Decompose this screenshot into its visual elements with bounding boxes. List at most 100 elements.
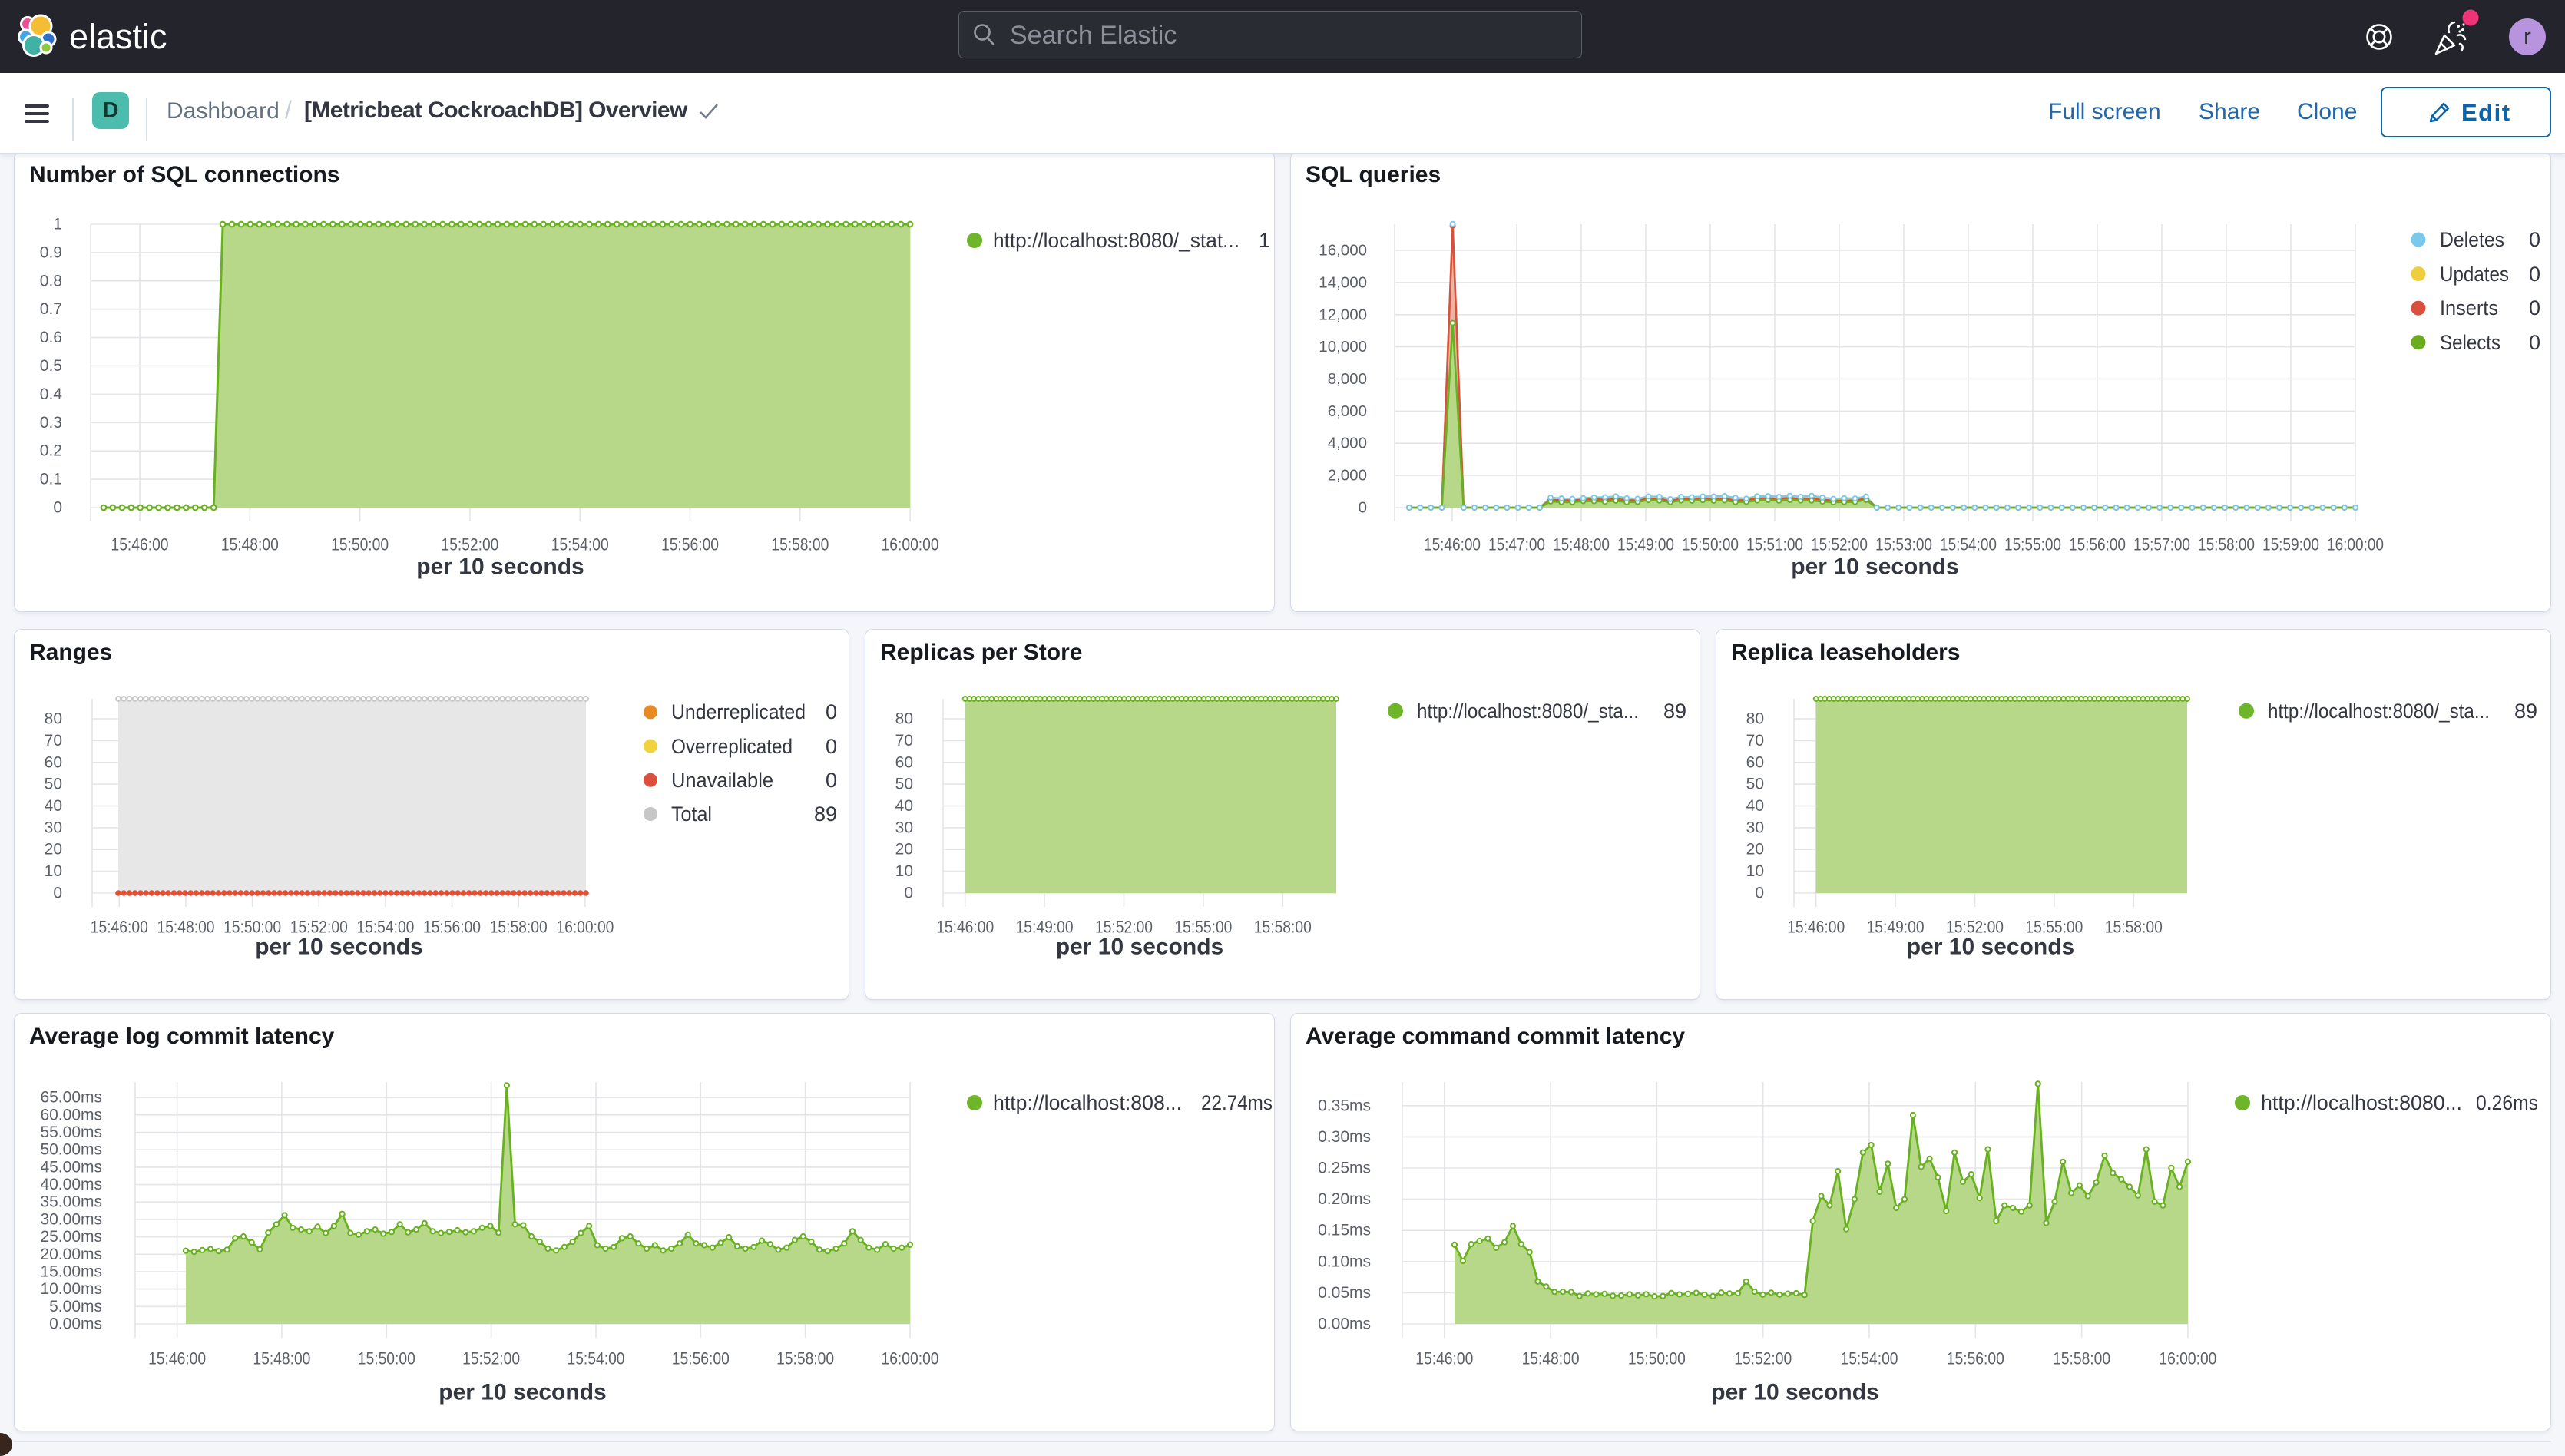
svg-text:http://localhost:8080/_stat...: http://localhost:8080/_stat... [993, 229, 1239, 252]
svg-text:89: 89 [1663, 700, 1686, 723]
svg-text:15:46:00: 15:46:00 [91, 918, 148, 937]
svg-text:0.26ms: 0.26ms [2476, 1091, 2538, 1114]
svg-text:per 10 seconds: per 10 seconds [439, 1380, 606, 1405]
svg-text:15:58:00: 15:58:00 [2053, 1349, 2110, 1368]
svg-text:0.30ms: 0.30ms [1318, 1128, 1371, 1146]
svg-text:0: 0 [2529, 331, 2540, 354]
svg-text:0.8: 0.8 [40, 272, 62, 290]
svg-text:12,000: 12,000 [1319, 306, 1367, 323]
svg-text:89: 89 [814, 802, 837, 826]
svg-text:0.1: 0.1 [40, 471, 62, 488]
svg-text:16,000: 16,000 [1319, 242, 1367, 260]
svg-text:0: 0 [904, 885, 913, 902]
svg-text:15:58:00: 15:58:00 [776, 1349, 834, 1368]
svg-text:15:48:00: 15:48:00 [221, 535, 279, 554]
svg-text:0: 0 [2529, 263, 2540, 286]
svg-text:15:50:00: 15:50:00 [358, 1349, 415, 1368]
svg-text:15:57:00: 15:57:00 [2133, 535, 2190, 554]
svg-text:0.05ms: 0.05ms [1318, 1284, 1371, 1302]
svg-text:10: 10 [1746, 862, 1764, 880]
svg-text:Underreplicated: Underreplicated [671, 700, 806, 723]
svg-text:15:53:00: 15:53:00 [1875, 535, 1932, 554]
svg-text:16:00:00: 16:00:00 [2327, 535, 2384, 554]
svg-text:4,000: 4,000 [1328, 435, 1367, 452]
svg-text:89: 89 [2514, 700, 2537, 723]
svg-text:15:52:00: 15:52:00 [1811, 535, 1868, 554]
svg-text:15:48:00: 15:48:00 [253, 1349, 310, 1368]
svg-text:15:52:00: 15:52:00 [441, 535, 498, 554]
svg-text:2,000: 2,000 [1328, 467, 1367, 485]
svg-text:60: 60 [1746, 753, 1764, 771]
svg-text:40: 40 [45, 797, 62, 815]
svg-text:15:56:00: 15:56:00 [2069, 535, 2126, 554]
svg-text:per 10 seconds: per 10 seconds [1791, 554, 1958, 580]
svg-text:55.00ms: 55.00ms [40, 1123, 102, 1141]
svg-text:per 10 seconds: per 10 seconds [1907, 935, 2074, 960]
svg-text:20: 20 [1746, 841, 1764, 859]
svg-text:per 10 seconds: per 10 seconds [1056, 935, 1223, 960]
svg-text:80: 80 [1746, 710, 1764, 728]
svg-text:15:46:00: 15:46:00 [1415, 1349, 1473, 1368]
svg-text:14,000: 14,000 [1319, 273, 1367, 291]
svg-text:15:52:00: 15:52:00 [1946, 918, 2004, 937]
svg-text:16:00:00: 16:00:00 [556, 918, 614, 937]
svg-text:50: 50 [45, 776, 62, 793]
svg-text:30.00ms: 30.00ms [40, 1210, 102, 1228]
svg-text:15:52:00: 15:52:00 [1734, 1349, 1792, 1368]
svg-text:Unavailable: Unavailable [671, 769, 773, 792]
svg-text:15:59:00: 15:59:00 [2262, 535, 2319, 554]
svg-text:0.00ms: 0.00ms [1318, 1315, 1371, 1333]
svg-text:15:51:00: 15:51:00 [1746, 535, 1803, 554]
svg-text:15:49:00: 15:49:00 [1016, 918, 1074, 937]
svg-text:http://localhost:808...: http://localhost:808... [993, 1091, 1182, 1114]
svg-text:65.00ms: 65.00ms [40, 1089, 102, 1107]
svg-text:0: 0 [2529, 296, 2540, 319]
svg-text:15:50:00: 15:50:00 [223, 918, 281, 937]
svg-text:per 10 seconds: per 10 seconds [416, 554, 584, 580]
svg-text:30: 30 [45, 819, 62, 836]
svg-text:15:48:00: 15:48:00 [157, 918, 215, 937]
svg-text:40: 40 [895, 797, 913, 815]
svg-text:0.35ms: 0.35ms [1318, 1097, 1371, 1114]
svg-text:0: 0 [826, 735, 837, 758]
svg-text:15:50:00: 15:50:00 [331, 535, 389, 554]
svg-text:0: 0 [2529, 228, 2540, 251]
svg-text:15:46:00: 15:46:00 [936, 918, 994, 937]
svg-text:0: 0 [53, 499, 62, 517]
svg-text:Total: Total [671, 802, 712, 826]
svg-text:http://localhost:8080/_sta...: http://localhost:8080/_sta... [2268, 700, 2490, 723]
svg-text:0.6: 0.6 [40, 329, 62, 346]
svg-text:30: 30 [1746, 819, 1764, 836]
svg-text:10: 10 [895, 862, 913, 880]
svg-text:40.00ms: 40.00ms [40, 1176, 102, 1193]
svg-text:45.00ms: 45.00ms [40, 1158, 102, 1176]
svg-text:50: 50 [895, 776, 913, 793]
svg-text:15:48:00: 15:48:00 [1522, 1349, 1580, 1368]
svg-text:0: 0 [826, 700, 837, 723]
svg-text:15:58:00: 15:58:00 [2105, 918, 2163, 937]
svg-text:50: 50 [1746, 776, 1764, 793]
svg-text:15:56:00: 15:56:00 [661, 535, 719, 554]
svg-text:Selects: Selects [2440, 331, 2500, 354]
svg-text:8,000: 8,000 [1328, 370, 1367, 388]
svg-text:per 10 seconds: per 10 seconds [255, 935, 422, 960]
svg-text:15:48:00: 15:48:00 [1553, 535, 1610, 554]
svg-text:15:54:00: 15:54:00 [1841, 1349, 1898, 1368]
svg-text:0.15ms: 0.15ms [1318, 1222, 1371, 1239]
svg-text:15:55:00: 15:55:00 [2025, 918, 2083, 937]
svg-text:15:58:00: 15:58:00 [771, 535, 829, 554]
svg-text:0.7: 0.7 [40, 300, 62, 318]
svg-text:0: 0 [1359, 499, 1367, 517]
svg-text:15:58:00: 15:58:00 [490, 918, 548, 937]
svg-text:40: 40 [1746, 797, 1764, 815]
svg-text:70: 70 [1746, 732, 1764, 750]
svg-text:20: 20 [895, 841, 913, 859]
svg-text:10.00ms: 10.00ms [40, 1280, 102, 1298]
svg-text:15:50:00: 15:50:00 [1682, 535, 1739, 554]
svg-text:15:58:00: 15:58:00 [2198, 535, 2255, 554]
svg-text:15:46:00: 15:46:00 [1787, 918, 1845, 937]
svg-text:80: 80 [45, 710, 62, 728]
svg-text:16:00:00: 16:00:00 [882, 535, 939, 554]
svg-text:15:50:00: 15:50:00 [1628, 1349, 1686, 1368]
svg-text:0.25ms: 0.25ms [1318, 1160, 1371, 1177]
